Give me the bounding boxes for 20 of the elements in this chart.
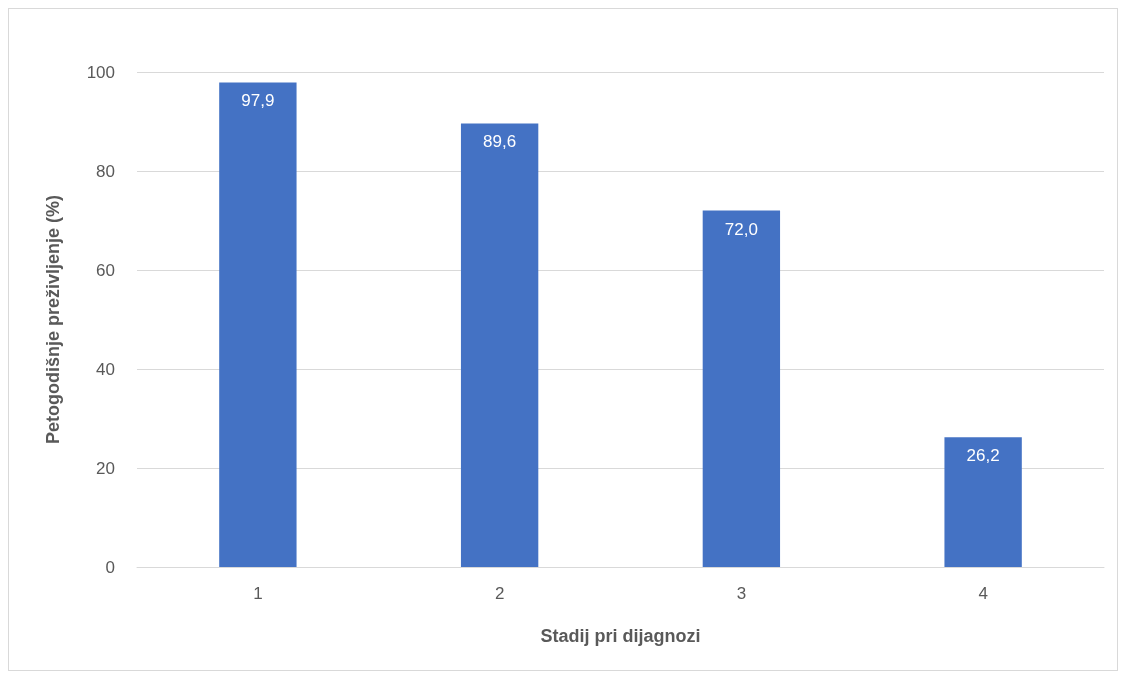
bar <box>944 437 1022 567</box>
data-label: 26,2 <box>966 446 1000 466</box>
bar <box>219 82 297 567</box>
x-axis-title: Stadij pri dijagnozi <box>540 626 701 646</box>
y-tick-label: 60 <box>96 260 115 280</box>
y-axis-title: Petogodišnje preživljenje (%) <box>43 194 63 445</box>
x-tick-label: 1 <box>253 584 263 603</box>
y-tick-label: 40 <box>96 359 115 379</box>
data-label: 72,0 <box>724 219 758 239</box>
y-tick-label: 80 <box>96 161 115 181</box>
x-tick-label: 4 <box>978 584 988 603</box>
x-tick-label: 3 <box>736 584 747 603</box>
y-tick-label: 100 <box>86 62 115 82</box>
bar <box>460 123 539 567</box>
y-tick-label: 20 <box>96 458 115 478</box>
bar <box>702 210 781 567</box>
x-tick-label: 2 <box>494 584 505 603</box>
data-label: 89,6 <box>483 132 517 152</box>
data-label: 97,9 <box>241 91 275 111</box>
y-tick-label: 0 <box>105 557 115 577</box>
